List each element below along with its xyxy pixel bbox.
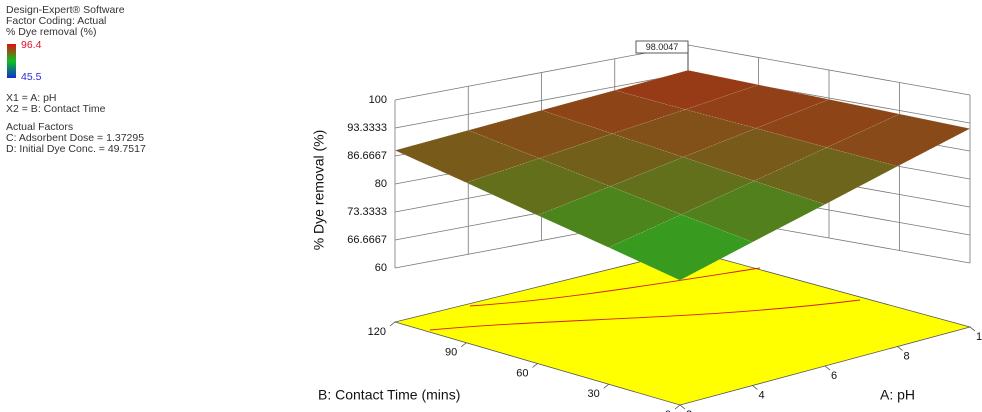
z-axis-title: % Dye removal (%) <box>311 130 327 251</box>
surface-cell <box>465 158 612 216</box>
factor-c: C: Adsorbent Dose = 1.37295 <box>6 132 144 144</box>
coding: Factor Coding: Actual <box>6 15 106 27</box>
x2: X2 = B: Contact Time <box>6 103 106 115</box>
colorbar <box>7 44 16 78</box>
surface-cell <box>684 84 830 129</box>
x1: X1 = A: pH <box>6 92 57 104</box>
z-tick-label: 73.3333 <box>347 206 387 218</box>
surface-cell <box>611 109 757 158</box>
y-tick <box>603 383 609 389</box>
x-tick <box>969 326 976 332</box>
y-tick <box>389 321 396 327</box>
floor <box>389 249 976 410</box>
y-tick-label: 90 <box>445 347 457 359</box>
x-tick-label: 4 <box>759 389 765 401</box>
y-tick <box>674 404 681 410</box>
z-tick-label: 66.6667 <box>347 234 387 246</box>
x-tick <box>824 365 831 371</box>
x-tick-label: 2 <box>686 409 692 412</box>
floor-contour <box>429 299 861 331</box>
y-tick-label: 120 <box>368 326 386 338</box>
actual-title: Actual Factors <box>6 121 73 133</box>
surface <box>394 69 971 281</box>
x-tick-label: 8 <box>904 350 910 362</box>
x-tick <box>897 346 903 351</box>
annotation: 98.0047 <box>646 42 679 52</box>
surface-cell <box>682 128 828 182</box>
y-axis-title: B: Contact Time (mins) <box>318 387 460 403</box>
x-tick-label: 6 <box>831 370 837 382</box>
surface-cell <box>538 133 685 187</box>
x-axis-title: A: pH <box>880 387 915 403</box>
y-tick <box>532 363 538 368</box>
z-tick-label: 80 <box>375 178 387 190</box>
surface-cell <box>755 99 901 148</box>
colorbar-max: 96.4 <box>21 39 42 51</box>
x-tick-label: 10 <box>976 331 982 343</box>
y-tick <box>461 342 467 348</box>
z-tick-label: 60 <box>375 262 387 274</box>
z-tick-label: 100 <box>369 94 387 106</box>
factor-d: D: Initial Dye Conc. = 49.7517 <box>6 143 146 155</box>
labels: % Dye removal (%) B: Contact Time (mins)… <box>311 40 982 412</box>
surface-cell <box>608 214 754 281</box>
surface-cell <box>609 156 755 215</box>
z-tick-label: 86.6667 <box>347 150 387 162</box>
surface-cell <box>680 180 826 243</box>
y-tick-label: 60 <box>516 367 528 379</box>
response: % Dye removal (%) <box>6 26 96 38</box>
z-tick-label: 93.3333 <box>347 122 387 134</box>
floor-contour <box>469 267 761 307</box>
surface-cell <box>536 186 683 248</box>
x-tick <box>752 385 758 390</box>
surface-cell <box>467 110 614 159</box>
software: Design-Expert® Software <box>6 4 125 16</box>
x-tick <box>679 404 686 410</box>
y-tick-label: 30 <box>588 388 600 400</box>
colorbar-min: 45.5 <box>21 71 42 83</box>
info-block: Design-Expert® Software Factor Coding: A… <box>6 4 146 155</box>
annotation-box <box>635 40 689 54</box>
y-tick-label: 0 <box>665 409 671 412</box>
surface-cell <box>753 147 899 205</box>
